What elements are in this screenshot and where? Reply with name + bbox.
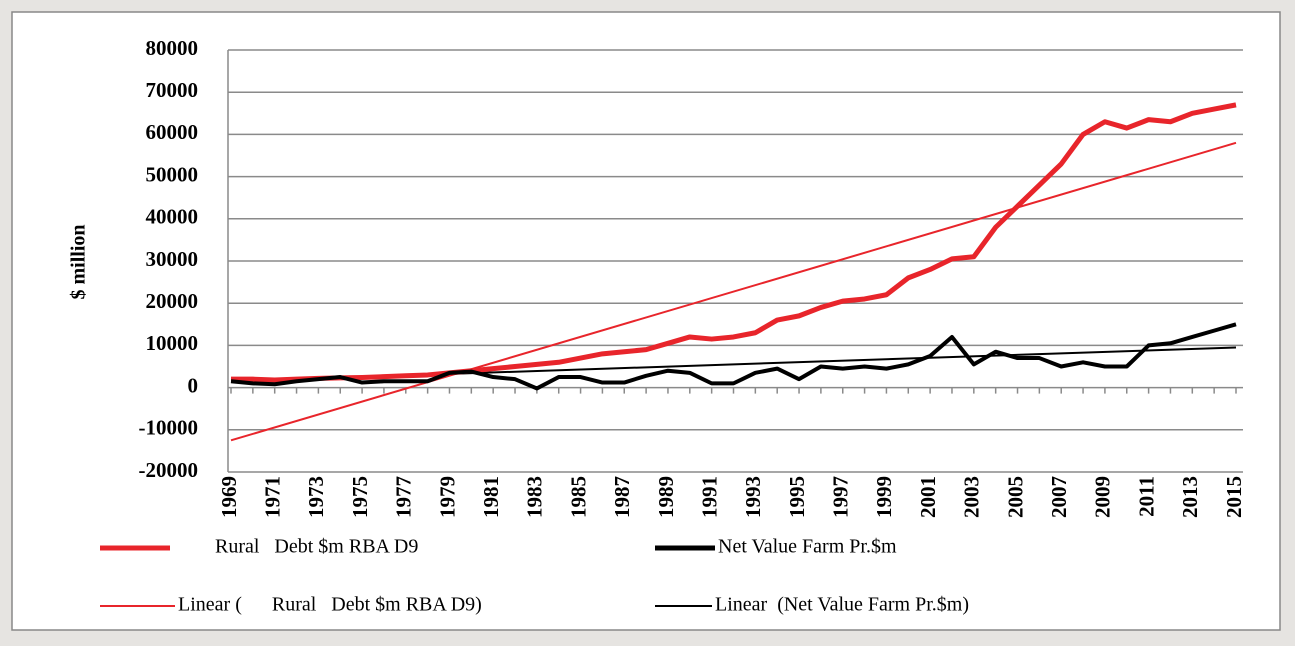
trend-line <box>230 141 1237 442</box>
x-tick-label: 2011 <box>1134 476 1158 517</box>
legend-label: Linear (Net Value Farm Pr.$m) <box>715 594 969 616</box>
x-tick-label: 1971 <box>261 476 285 518</box>
x-tick-label: 1997 <box>829 476 853 518</box>
x-tick-label: 2015 <box>1222 476 1246 518</box>
x-tick-label: 2009 <box>1091 476 1115 518</box>
y-tick-label: -10000 <box>139 416 199 440</box>
y-tick-label: -20000 <box>139 458 199 482</box>
chart-frame <box>11 11 1281 631</box>
y-tick-label: 40000 <box>146 205 199 229</box>
y-tick-label: 70000 <box>146 78 199 102</box>
data-line <box>230 322 1237 391</box>
x-tick-label: 1993 <box>741 476 765 518</box>
y-tick-label: 10000 <box>146 331 199 355</box>
x-tick-label: 1985 <box>566 476 590 518</box>
legend-label: Net Value Farm Pr.$m <box>718 536 897 558</box>
x-tick-label: 2001 <box>916 476 940 518</box>
x-tick-label: 1979 <box>435 476 459 518</box>
x-tick-label: 1991 <box>697 476 721 518</box>
y-tick-label: 50000 <box>146 162 199 186</box>
x-tick-label: 1995 <box>785 476 809 518</box>
legend-label: Linear ( Rural Debt $m RBA D9) <box>178 594 482 616</box>
legend-label: Rural Debt $m RBA D9 <box>215 536 418 558</box>
y-axis-label: $ million <box>68 224 90 299</box>
y-tick-label: 30000 <box>146 247 199 271</box>
x-tick-label: 1981 <box>479 476 503 518</box>
x-tick-label: 1975 <box>348 476 372 518</box>
x-tick-label: 1989 <box>654 476 678 518</box>
x-tick-label: 1983 <box>523 476 547 518</box>
x-tick-label: 2013 <box>1178 476 1202 518</box>
x-tick-label: 1969 <box>217 476 241 518</box>
y-tick-label: 80000 <box>146 36 199 60</box>
y-tick-label: 60000 <box>146 120 199 144</box>
x-tick-label: 1977 <box>392 476 416 518</box>
x-tick-label: 2007 <box>1047 476 1071 518</box>
x-tick-label: 1973 <box>304 476 328 518</box>
y-tick-label: 0 <box>188 373 199 397</box>
data-line <box>231 102 1237 383</box>
y-tick-label: 20000 <box>146 289 199 313</box>
x-tick-label: 2003 <box>960 476 984 518</box>
x-tick-label: 1999 <box>872 476 896 518</box>
x-tick-label: 2005 <box>1003 476 1027 518</box>
x-tick-label: 1987 <box>610 476 634 518</box>
